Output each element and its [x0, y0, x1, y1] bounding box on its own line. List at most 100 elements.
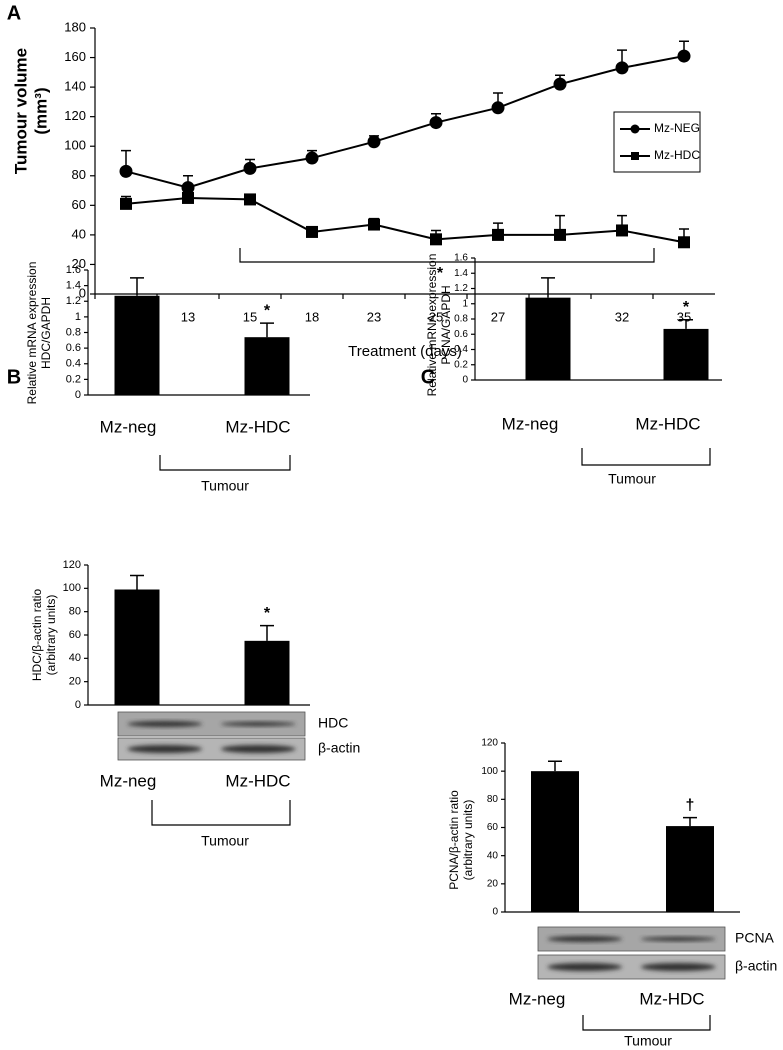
- y-tick-label: 1.6: [66, 264, 81, 276]
- y-tick-label: 20: [487, 878, 499, 889]
- y-tick-label: 120: [63, 559, 81, 571]
- point: [491, 101, 505, 115]
- legend-marker: [630, 124, 640, 134]
- bar: [666, 826, 714, 912]
- point: [678, 236, 690, 249]
- x-tick-label: 27: [491, 309, 505, 324]
- y-tick-label: 20: [72, 256, 86, 271]
- point: [305, 151, 319, 165]
- point: [429, 116, 443, 130]
- series-line: [125, 55, 685, 189]
- blot-strip: [117, 737, 306, 761]
- bracket: [159, 455, 291, 471]
- point: [182, 191, 194, 204]
- x-tick-label: 25: [429, 309, 443, 324]
- y-tick-label: 100: [481, 766, 498, 777]
- y-tick-label: 1.2: [66, 295, 81, 307]
- panel-label: C: [421, 366, 435, 388]
- point: [367, 135, 381, 149]
- group-label: Tumour: [624, 1033, 672, 1049]
- y-tick-label: 0.4: [454, 344, 468, 355]
- y-tick-label: 0.8: [66, 326, 81, 338]
- blot-band: [220, 721, 296, 727]
- y-tick-label: 40: [487, 850, 499, 861]
- point: [181, 181, 195, 195]
- y-tick-label: 100: [64, 138, 86, 153]
- error-bar: [541, 277, 555, 298]
- y-tick-label: 0.2: [454, 359, 468, 370]
- x-tick-label: Mz-neg: [502, 414, 559, 433]
- y-tick-label: 120: [481, 738, 498, 749]
- y-tick-label: 40: [69, 652, 81, 664]
- annotation: *: [264, 605, 271, 622]
- bracket: [151, 800, 291, 826]
- point: [243, 161, 257, 175]
- y-tick-label: 40: [72, 226, 86, 241]
- x-tick-label: Mz-HDC: [225, 771, 290, 790]
- legend-label: Mz-HDC: [654, 148, 700, 162]
- blot-band: [640, 963, 716, 971]
- y-tick-label: 140: [64, 79, 86, 94]
- blot-band: [220, 745, 296, 753]
- point: [368, 218, 380, 231]
- y-tick-label: 60: [69, 629, 81, 641]
- point: [120, 197, 132, 210]
- y-axis-label: (mm³): [31, 87, 50, 134]
- blot-band: [547, 963, 623, 971]
- y-axis-label: Relative mRNA expression: [425, 254, 439, 397]
- y-tick-label: 1.4: [454, 268, 468, 279]
- y-tick-label: 20: [69, 676, 81, 688]
- legend-label: Mz-NEG: [654, 121, 700, 135]
- point: [306, 225, 318, 238]
- annotation: *: [437, 265, 444, 282]
- y-tick-label: 0: [492, 907, 498, 918]
- legend-box: [613, 111, 701, 173]
- y-tick-label: 0.6: [454, 329, 468, 340]
- y-axis-label: HDC/GAPDH: [39, 297, 53, 369]
- bracket: [582, 1015, 711, 1031]
- point: [244, 193, 256, 206]
- y-axis-label: PCNA/GAPDH: [439, 285, 453, 364]
- x-tick-label: 15: [243, 309, 257, 324]
- y-tick-label: 100: [63, 582, 81, 594]
- x-tick-label: 13: [181, 309, 195, 324]
- x-tick-label: Mz-HDC: [635, 414, 700, 433]
- point: [119, 164, 133, 178]
- point: [492, 228, 504, 241]
- y-tick-label: 1.6: [454, 253, 468, 264]
- y-tick-label: 160: [64, 49, 86, 64]
- point: [554, 228, 566, 241]
- blot-band: [127, 721, 203, 727]
- y-tick-label: 0: [462, 375, 468, 386]
- annotation: *: [683, 299, 690, 316]
- y-tick-label: 0.8: [454, 314, 468, 325]
- legend-marker: [631, 152, 639, 160]
- bar: [244, 640, 290, 705]
- group-label: Tumour: [608, 471, 656, 487]
- x-tick-label: 18: [305, 309, 319, 324]
- y-tick-label: 1.2: [454, 283, 468, 294]
- annotation: *: [264, 302, 271, 319]
- x-tick-label: 32: [615, 309, 629, 324]
- annotation: †: [686, 797, 695, 814]
- y-tick-label: 120: [64, 108, 86, 123]
- point: [430, 233, 442, 246]
- point: [615, 61, 629, 75]
- blot-label: β-actin: [318, 740, 360, 756]
- blot-label: PCNA: [735, 930, 775, 946]
- x-tick-label: 23: [367, 309, 381, 324]
- y-tick-label: 1.4: [66, 280, 81, 292]
- x-tick-label: Mz-neg: [100, 771, 157, 790]
- point: [616, 224, 628, 237]
- x-tick-label: 35: [677, 309, 691, 324]
- x-axis-label: Treatment (days): [348, 343, 462, 360]
- blot-band: [640, 936, 716, 942]
- y-axis-label: Relative mRNA expression: [25, 262, 39, 405]
- y-tick-label: 80: [487, 794, 499, 805]
- error-bar: [260, 322, 274, 338]
- y-axis-label: HDC/β-actin ratio: [30, 589, 44, 682]
- bracket: [239, 248, 655, 263]
- blot-band: [547, 936, 623, 942]
- y-axis-label: PCNA/β-actin ratio: [447, 790, 461, 890]
- y-tick-label: 0.6: [66, 342, 81, 354]
